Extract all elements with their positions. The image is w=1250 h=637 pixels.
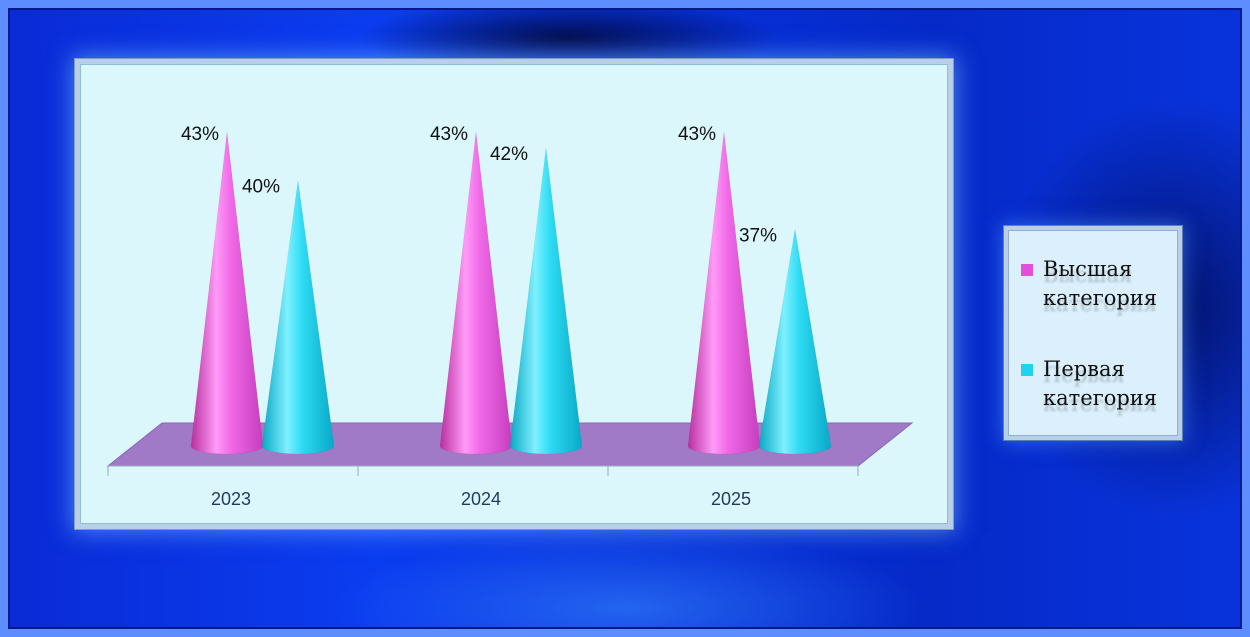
legend-label-series-1: Высшая категория — [1043, 257, 1158, 310]
x-tick-label-2023: 2023 — [211, 489, 251, 509]
data-label-2024-series-2: 42% — [490, 144, 528, 165]
cone-2024-series-2 — [509, 148, 583, 455]
cone-2023-series-2 — [261, 180, 335, 455]
legend-swatch-series-1 — [1021, 264, 1033, 276]
data-label-2025-series-1: 43% — [678, 124, 716, 145]
legend: Высшая категория Первая категория — [1008, 230, 1178, 436]
cone-2025-series-2 — [758, 229, 832, 455]
cone-2023-series-1 — [190, 131, 264, 455]
data-label-2025-series-2: 37% — [739, 225, 777, 246]
cone-2025-series-1 — [687, 131, 761, 455]
legend-label-series-2: Первая категория — [1043, 357, 1158, 410]
x-tick-label-2025: 2025 — [711, 489, 751, 509]
x-tick-label-2024: 2024 — [461, 489, 501, 509]
data-label-2024-series-1: 43% — [430, 124, 468, 145]
data-label-2023-series-1: 43% — [181, 124, 219, 145]
data-label-2023-series-2: 40% — [242, 177, 280, 198]
cone-2024-series-1 — [439, 131, 513, 455]
legend-swatch-series-2 — [1021, 364, 1033, 376]
